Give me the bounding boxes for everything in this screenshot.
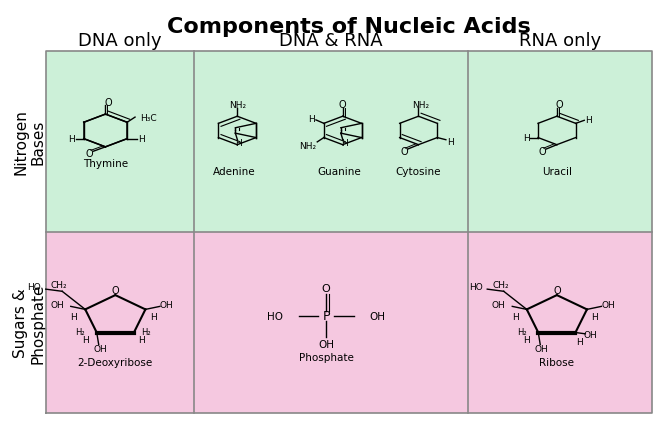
Text: H: H: [585, 115, 592, 124]
Text: Thymine: Thymine: [83, 159, 128, 169]
Text: HO: HO: [268, 311, 283, 321]
Text: H₂: H₂: [75, 327, 85, 336]
Text: O: O: [555, 100, 563, 110]
Text: RNA only: RNA only: [519, 32, 601, 50]
Text: Sugars &
Phosphate: Sugars & Phosphate: [13, 283, 46, 362]
Text: HO: HO: [28, 282, 42, 291]
FancyBboxPatch shape: [468, 52, 652, 232]
Text: H: H: [592, 312, 598, 321]
Text: P: P: [322, 310, 330, 322]
Text: Components of Nucleic Acids: Components of Nucleic Acids: [167, 17, 531, 37]
Text: O: O: [339, 100, 347, 110]
Text: H: H: [308, 114, 316, 123]
Text: 2-Deoxyribose: 2-Deoxyribose: [78, 357, 153, 368]
Text: OH: OH: [583, 330, 597, 339]
Text: H: H: [150, 312, 157, 321]
Text: H: H: [576, 337, 583, 346]
Text: Nitrogen
Bases: Nitrogen Bases: [13, 109, 46, 175]
Text: H: H: [341, 139, 347, 148]
Text: NH₂: NH₂: [229, 101, 246, 109]
Text: H₂: H₂: [141, 327, 151, 336]
Text: H: H: [235, 139, 242, 148]
Text: H: H: [82, 335, 89, 344]
Text: DNA & RNA: DNA & RNA: [279, 32, 383, 50]
Text: OH: OH: [93, 344, 107, 353]
Text: CH₂: CH₂: [51, 281, 67, 290]
Text: O: O: [85, 149, 93, 159]
Text: O: O: [553, 285, 561, 295]
Text: H₃C: H₃C: [140, 114, 157, 122]
FancyBboxPatch shape: [468, 232, 652, 413]
Text: CH₂: CH₂: [492, 281, 509, 290]
Text: O: O: [538, 147, 546, 157]
Text: Phosphate: Phosphate: [299, 352, 354, 362]
Text: Cytosine: Cytosine: [395, 166, 442, 176]
Text: Uracil: Uracil: [542, 166, 572, 176]
Text: OH: OH: [369, 311, 385, 321]
Text: OH: OH: [534, 344, 548, 353]
FancyBboxPatch shape: [46, 52, 194, 232]
FancyBboxPatch shape: [194, 232, 468, 413]
Text: H: H: [523, 134, 530, 143]
Text: H: H: [69, 135, 75, 144]
Text: O: O: [322, 283, 331, 293]
Text: H₂: H₂: [517, 327, 527, 336]
Text: NH₂: NH₂: [412, 101, 429, 109]
Text: Ribose: Ribose: [539, 357, 575, 368]
Text: OH: OH: [601, 300, 615, 309]
FancyBboxPatch shape: [46, 232, 194, 413]
Text: H: H: [138, 335, 145, 344]
FancyBboxPatch shape: [194, 52, 468, 232]
Text: OH: OH: [50, 300, 64, 309]
Text: O: O: [111, 285, 119, 295]
Text: O: O: [105, 98, 113, 108]
Text: OH: OH: [492, 300, 505, 309]
Text: O: O: [400, 147, 408, 157]
Text: H: H: [447, 137, 454, 146]
Text: OH: OH: [318, 339, 334, 349]
Text: H: H: [512, 312, 519, 321]
Text: Adenine: Adenine: [213, 166, 255, 176]
Text: OH: OH: [159, 300, 173, 309]
Text: H: H: [524, 335, 530, 344]
Text: DNA only: DNA only: [78, 32, 162, 50]
Text: HO: HO: [469, 282, 483, 291]
Text: NH₂: NH₂: [299, 141, 316, 150]
Text: H: H: [71, 312, 77, 321]
Text: H: H: [138, 135, 145, 144]
Text: Guanine: Guanine: [318, 166, 361, 176]
